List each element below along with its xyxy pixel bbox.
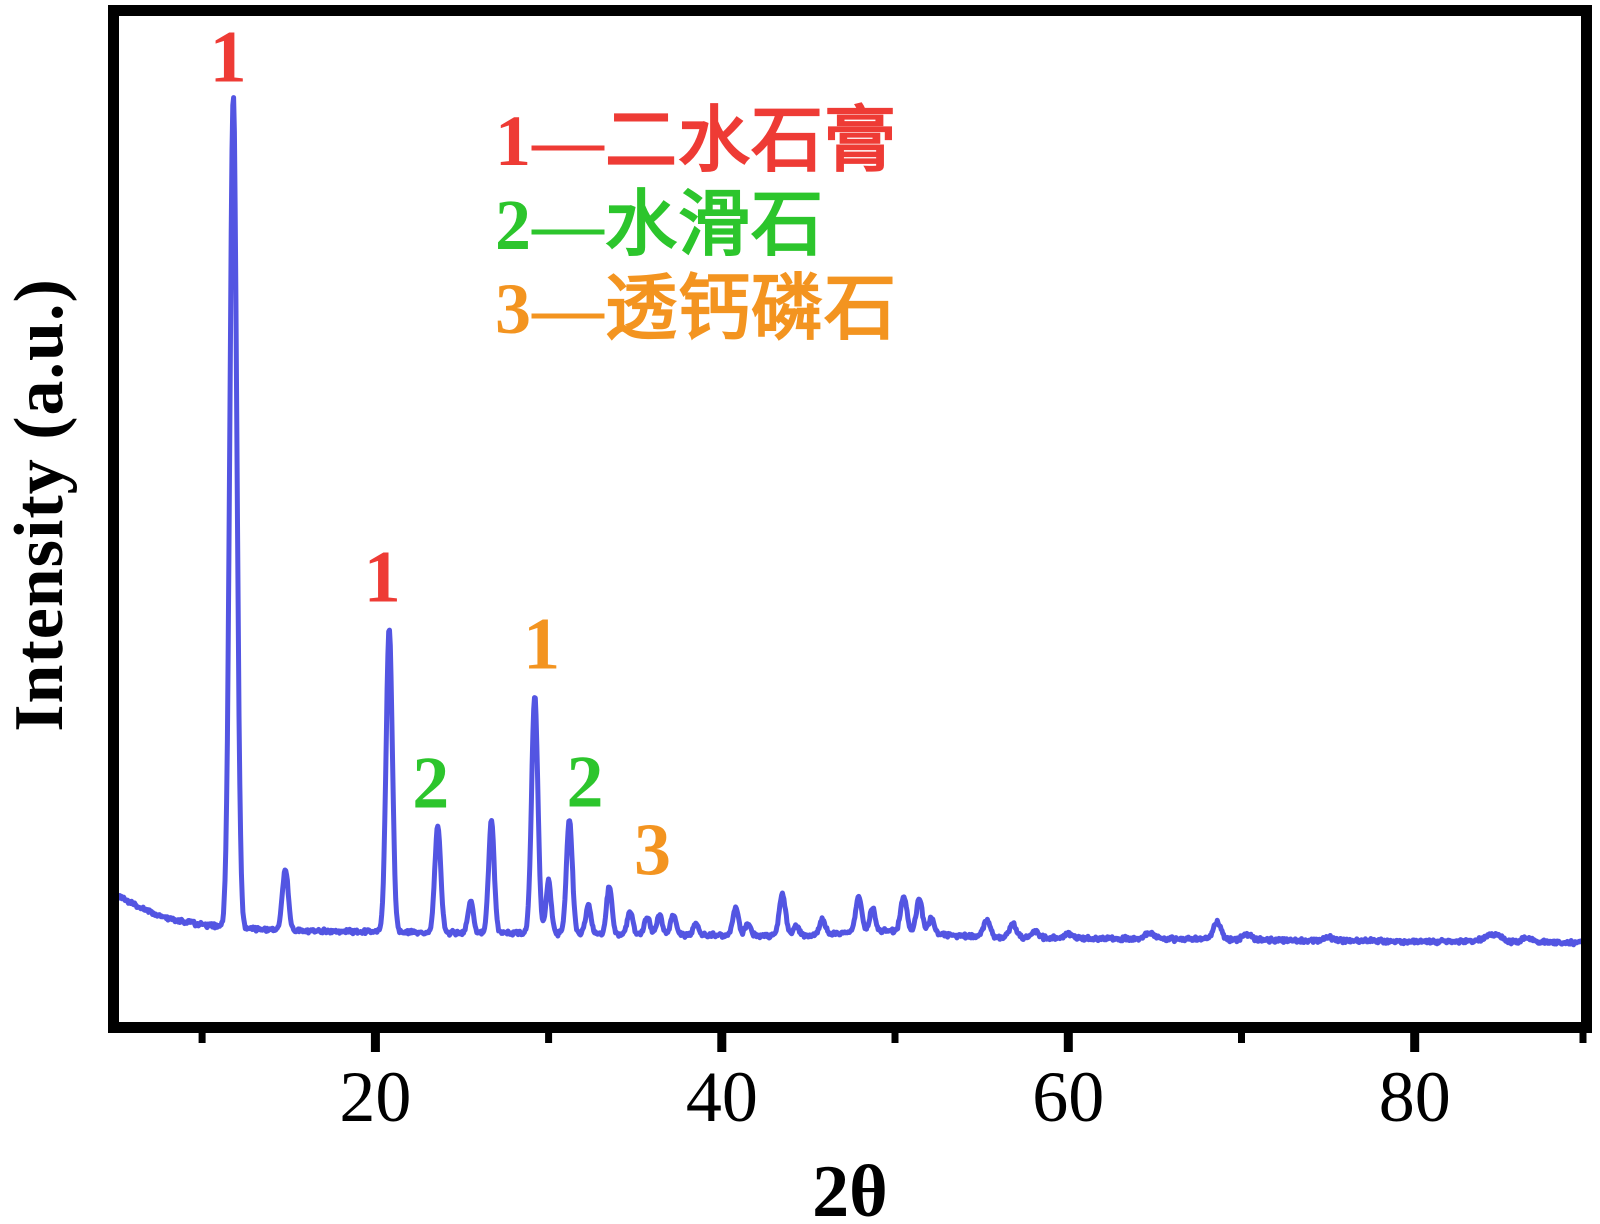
peak-annotation: 1	[209, 16, 247, 99]
legend-item-gypsum: 1—二水石膏	[495, 101, 898, 181]
x-tick-label-80: 80	[1378, 1057, 1451, 1137]
peak-annotation: 1	[523, 603, 561, 686]
plot-frame	[108, 5, 1592, 1033]
peak-annotation: 3	[634, 809, 672, 892]
peak-annotation: 1	[363, 536, 401, 619]
x-tick-label-60: 60	[1032, 1057, 1105, 1137]
legend: 1—二水石膏 2—水滑石 3—透钙磷石	[495, 99, 897, 351]
peak-annotation: 2	[566, 741, 604, 824]
x-tick-label-20: 20	[339, 1057, 412, 1137]
peak-annotation: 2	[412, 742, 450, 825]
x-axis-title: 2θ	[812, 1151, 888, 1224]
legend-item-brushite: 3—透钙磷石	[495, 269, 898, 349]
xrd-trace	[116, 95, 1584, 948]
y-axis-title: Intensity (a.u.)	[1, 278, 78, 732]
x-tick-label-40: 40	[685, 1057, 758, 1137]
x-axis-ticks	[198, 1033, 1587, 1052]
legend-item-hydrotalcite: 2—水滑石	[495, 185, 825, 265]
